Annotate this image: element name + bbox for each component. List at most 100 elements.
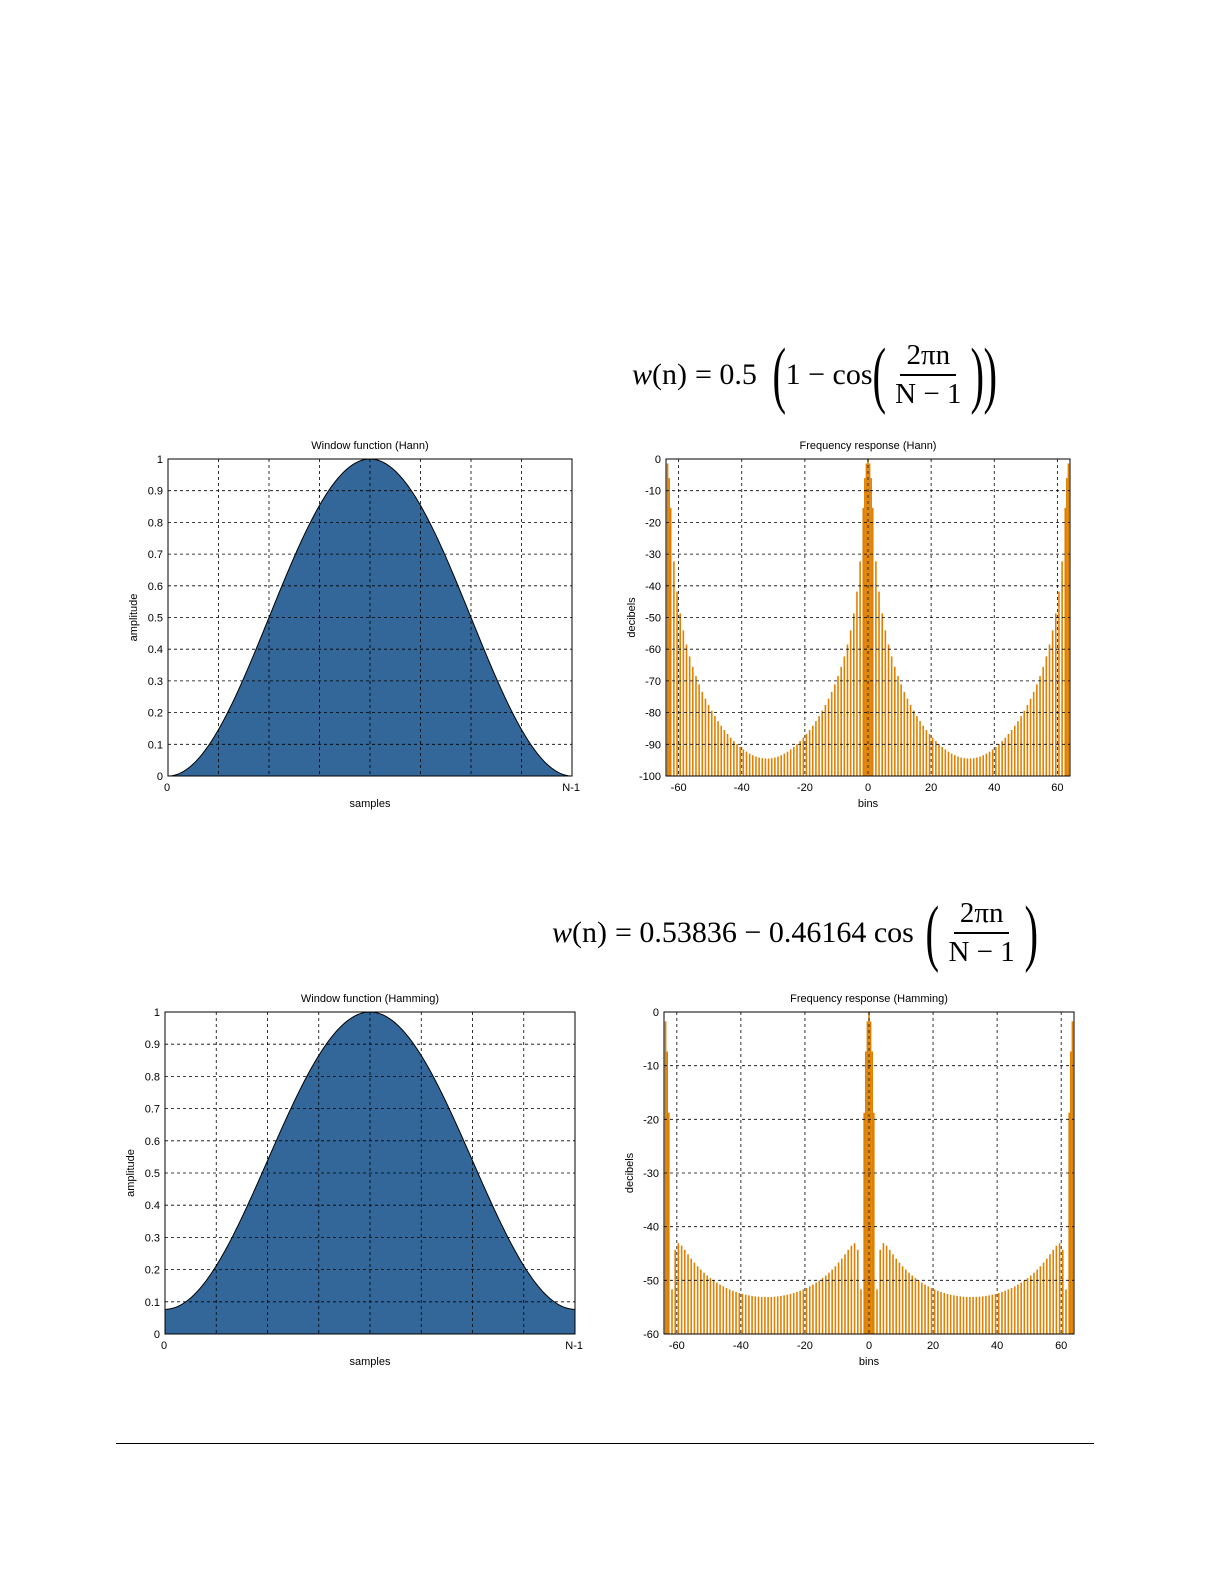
x-tick-label: 60 bbox=[1055, 1340, 1067, 1352]
y-tick-label: 0.5 bbox=[145, 1168, 160, 1180]
x-axis-label: bins bbox=[859, 1356, 880, 1368]
y-tick-label: -50 bbox=[645, 613, 661, 625]
chart-title: Frequency response (Hamming) bbox=[790, 993, 948, 1005]
y-tick-label: 0.1 bbox=[145, 1297, 160, 1309]
x-tick-label: 0 bbox=[865, 782, 871, 794]
chart-hann-window: Window function (Hann) 0 0.1 0.2 0.3 0.4 0.5 0.… bbox=[128, 440, 580, 810]
formula-fraction: 2πn N − 1 bbox=[889, 339, 967, 411]
x-tick-label: 40 bbox=[988, 782, 1000, 794]
x-tick-label: -40 bbox=[733, 1340, 749, 1352]
y-tick-label: 0.4 bbox=[145, 1200, 160, 1212]
x-tick-label: -20 bbox=[797, 782, 813, 794]
formula-paren-open: ( bbox=[925, 892, 939, 974]
hamming-formula: w (n) = 0.53836 − 0.46164 cos ( 2πn N − … bbox=[552, 888, 1038, 978]
x-axis-label: samples bbox=[350, 798, 391, 810]
formula-numerator: 2πn bbox=[900, 339, 957, 376]
y-tick-label: -20 bbox=[643, 1114, 659, 1126]
chart-hann-frequency: Frequency response (Hann)-100-90-80-70-6… bbox=[626, 440, 1071, 810]
y-tick-label: 0.9 bbox=[148, 486, 163, 498]
x-tick-label: -20 bbox=[797, 1340, 813, 1352]
x-axis-label: bins bbox=[858, 798, 879, 810]
y-axis-label: decibels bbox=[626, 597, 638, 638]
x-tick-label: 0 bbox=[866, 1340, 872, 1352]
formula-paren-close: ) bbox=[971, 334, 985, 416]
y-axis-label: decibels bbox=[624, 1152, 636, 1193]
x-tick-label: -40 bbox=[734, 782, 750, 794]
y-tick-label: -10 bbox=[643, 1061, 659, 1073]
y-tick-label: 0.8 bbox=[145, 1071, 160, 1083]
formula-n: (n) bbox=[652, 358, 687, 391]
formula-fraction: 2πn N − 1 bbox=[942, 897, 1020, 969]
y-tick-label: -50 bbox=[643, 1275, 659, 1287]
formula-n: (n) bbox=[572, 916, 607, 949]
plot-frame bbox=[665, 458, 1071, 777]
y-tick-label: 0.4 bbox=[148, 644, 163, 656]
plot-frame bbox=[663, 1011, 1075, 1335]
formula-w: w bbox=[632, 358, 653, 391]
formula-numerator: 2πn bbox=[953, 897, 1010, 934]
y-tick-label: -100 bbox=[639, 771, 661, 783]
y-tick-label: 0 bbox=[154, 1329, 160, 1341]
y-tick-label: -40 bbox=[643, 1222, 659, 1234]
y-tick-label: 0.8 bbox=[148, 517, 163, 529]
y-tick-label: 1 bbox=[157, 454, 163, 466]
y-tick-label: -90 bbox=[645, 739, 661, 751]
plot-frame bbox=[164, 1011, 576, 1335]
formula-denominator: N − 1 bbox=[948, 936, 1015, 968]
y-axis-label: amplitude bbox=[125, 1149, 137, 1197]
y-tick-label: -70 bbox=[645, 676, 661, 688]
y-tick-label: -30 bbox=[645, 549, 661, 561]
formula-w: w bbox=[552, 916, 573, 949]
y-tick-label: -20 bbox=[645, 517, 661, 529]
y-tick-label: 0.3 bbox=[145, 1232, 160, 1244]
y-tick-label: 0.1 bbox=[148, 739, 163, 751]
y-tick-label: -60 bbox=[645, 644, 661, 656]
y-tick-label: 0 bbox=[157, 771, 163, 783]
y-tick-label: 0.2 bbox=[145, 1265, 160, 1277]
x-tick-label: -60 bbox=[671, 782, 687, 794]
chart-title: Window function (Hamming) bbox=[301, 993, 439, 1005]
formula-paren-close: ) bbox=[1024, 892, 1038, 974]
y-tick-label: 0.6 bbox=[145, 1136, 160, 1148]
formula-rhs: = 0.53836 − 0.46164 cos bbox=[615, 916, 914, 949]
x-tick-label: 40 bbox=[991, 1340, 1003, 1352]
formula-paren-open: ( bbox=[872, 334, 886, 416]
y-tick-label: 0.3 bbox=[148, 676, 163, 688]
x-tick-label: N-1 bbox=[562, 782, 580, 794]
x-tick-label: -60 bbox=[669, 1340, 685, 1352]
y-tick-label: -30 bbox=[643, 1168, 659, 1180]
formula-paren-close: ) bbox=[983, 334, 998, 416]
formula-paren-open: ( bbox=[772, 334, 787, 416]
x-axis-label: samples bbox=[350, 1356, 391, 1368]
footer-rule bbox=[116, 1443, 1094, 1444]
y-tick-label: -80 bbox=[645, 708, 661, 720]
y-tick-label: 0 bbox=[653, 1007, 659, 1019]
y-axis-label: amplitude bbox=[128, 594, 140, 642]
x-tick-label: 0 bbox=[164, 782, 170, 794]
x-tick-label: 20 bbox=[925, 782, 937, 794]
y-tick-label: 0 bbox=[655, 454, 661, 466]
formula-coeff: = 0.5 bbox=[695, 358, 757, 391]
y-tick-label: 0.7 bbox=[148, 549, 163, 561]
y-tick-label: 0.2 bbox=[148, 708, 163, 720]
y-tick-label: 0.6 bbox=[148, 581, 163, 593]
chart-hamming-window: Window function (Hamming) 0 0.1 0.2 0.3 0.4 0.… bbox=[125, 993, 583, 1368]
y-tick-label: 1 bbox=[154, 1007, 160, 1019]
y-tick-label: -40 bbox=[645, 581, 661, 593]
chart-hamming-frequency: Frequency response (Hamming) -60 -50 -40 -30… bbox=[624, 993, 1075, 1368]
chart-title: Window function (Hann) bbox=[311, 440, 428, 452]
x-tick-label: 0 bbox=[161, 1340, 167, 1352]
y-tick-label: 0.9 bbox=[145, 1039, 160, 1051]
chart-title: Frequency response (Hann) bbox=[800, 440, 937, 452]
x-tick-label: 60 bbox=[1051, 782, 1063, 794]
x-tick-label: 20 bbox=[927, 1340, 939, 1352]
plot-frame bbox=[167, 458, 573, 777]
y-tick-label: 0.7 bbox=[145, 1104, 160, 1116]
formula-one-minus-cos: 1 − cos bbox=[785, 358, 873, 391]
x-tick-label: N-1 bbox=[565, 1340, 583, 1352]
formula-denominator: N − 1 bbox=[895, 378, 962, 410]
y-tick-label: 0.5 bbox=[148, 613, 163, 625]
y-tick-label: -60 bbox=[643, 1329, 659, 1341]
y-tick-label: -10 bbox=[645, 486, 661, 498]
hann-formula: w (n) = 0.5 ( 1 − cos ( 2πn N − 1 ) ) bbox=[632, 330, 997, 420]
